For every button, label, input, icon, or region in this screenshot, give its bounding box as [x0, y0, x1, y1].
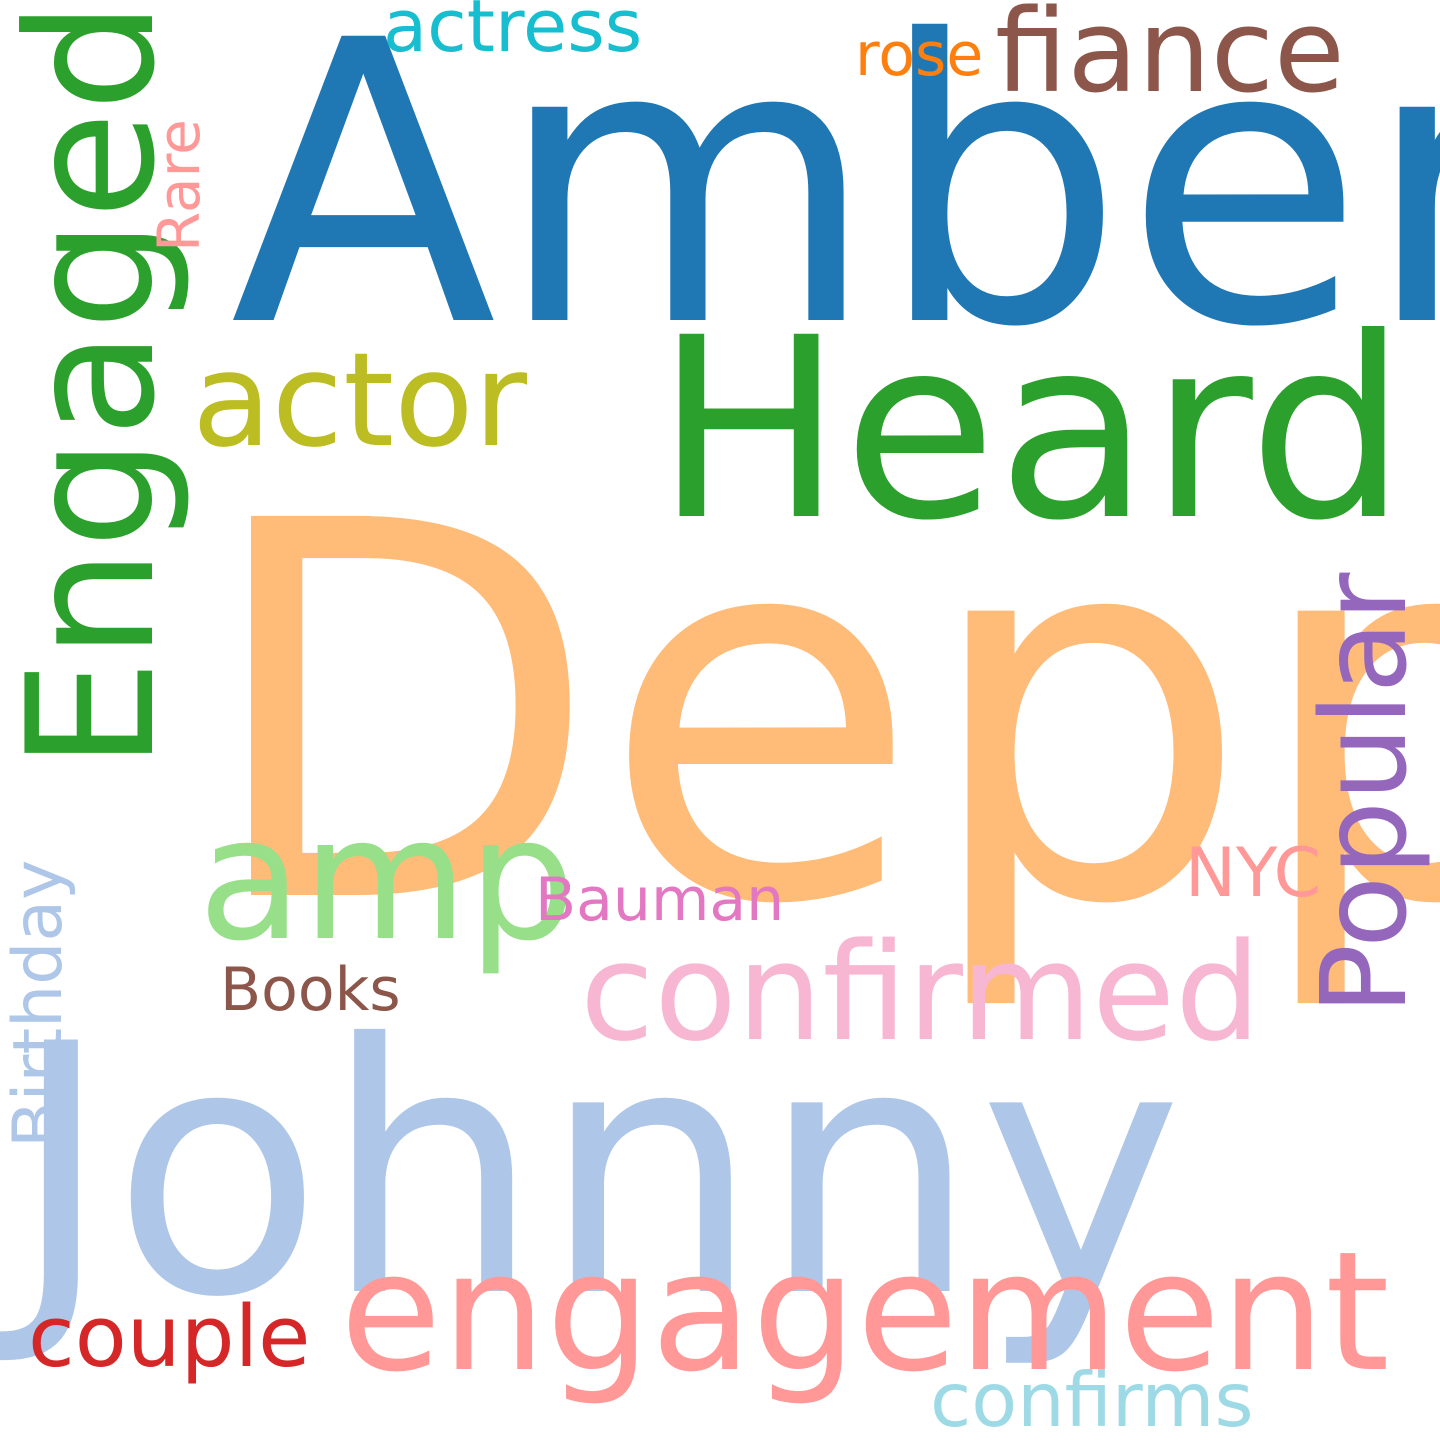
word-heard: Heard — [655, 284, 1408, 575]
word-depp: Depp — [200, 412, 1440, 1018]
word-engaged: Engaged — [0, 0, 194, 770]
word-bauman: Bauman — [535, 865, 785, 935]
word-popular: Popular — [1295, 572, 1433, 1015]
word-johnny: Johnny — [10, 972, 1183, 1373]
word-amber: Amber — [230, 0, 1440, 412]
word-fiance: fiance — [995, 0, 1345, 119]
word-actor: actor — [192, 324, 528, 476]
word-books: Books — [220, 955, 401, 1025]
word-engagement: engagement — [340, 1216, 1390, 1408]
word-birthday: Birthday — [0, 859, 78, 1148]
word-nyc: NYC — [1185, 834, 1322, 913]
word-confirms: confirms — [930, 1356, 1254, 1440]
word-rose: rose — [855, 20, 984, 90]
word-amp: amp — [198, 781, 576, 979]
word-actress: actress — [383, 0, 643, 68]
word-rare: Rare — [145, 119, 213, 252]
word-confirmed: confirmed — [580, 914, 1261, 1071]
word-couple: couple — [28, 1288, 311, 1387]
